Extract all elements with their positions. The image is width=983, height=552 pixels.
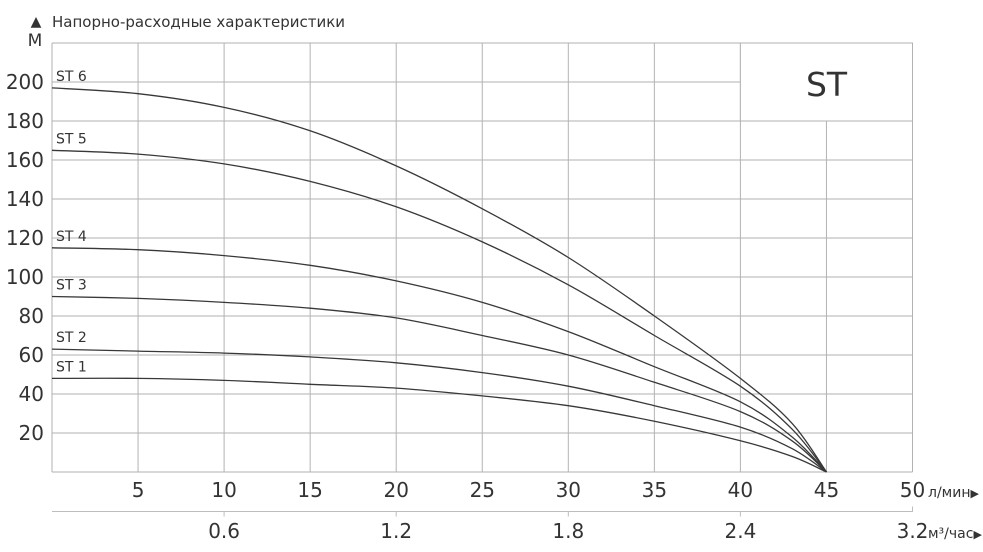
x-tick-label: 15 bbox=[297, 478, 322, 502]
y-tick-label: 100 bbox=[6, 265, 44, 289]
curve-st4 bbox=[51, 247, 827, 473]
legend-box bbox=[739, 42, 914, 122]
y-tick-label: 120 bbox=[6, 226, 44, 250]
x2-tick-label: 1.8 bbox=[552, 519, 584, 543]
y-tick-label: 20 bbox=[19, 421, 44, 445]
y-axis-unit: М bbox=[28, 31, 43, 51]
x2-tick-label: 2.4 bbox=[724, 519, 756, 543]
x-tick-label: 40 bbox=[728, 478, 753, 502]
x-tick-layer: 5 10 15 20 25 30 35 40 45 50 bbox=[132, 478, 925, 502]
y-tick-label: 140 bbox=[6, 187, 44, 211]
y-tick-label: 160 bbox=[6, 148, 44, 172]
y-tick-label: 40 bbox=[19, 382, 44, 406]
curve-st2 bbox=[51, 348, 827, 473]
x-axis-unit: л/мин bbox=[928, 485, 970, 501]
curve-label-st3: ST 3 bbox=[56, 278, 87, 294]
curve-st5 bbox=[51, 149, 828, 473]
x-tick-label: 50 bbox=[900, 478, 925, 502]
x-tick-label: 25 bbox=[470, 478, 495, 502]
right-arrow-icon: ▶ bbox=[970, 487, 979, 500]
curve-label-st1: ST 1 bbox=[56, 359, 87, 375]
y-tick-label: 180 bbox=[6, 109, 44, 133]
x2-tick-label: 1.2 bbox=[380, 519, 412, 543]
x-tick-label: 30 bbox=[556, 478, 581, 502]
chart-title: Напорно-расходные характеристики bbox=[52, 13, 345, 31]
legend-layer bbox=[739, 42, 914, 122]
up-arrow-icon: ▲ bbox=[31, 14, 42, 30]
y-tick-label: 200 bbox=[6, 70, 44, 94]
secondary-axis-layer: 0.6 1.2 1.8 2.4 3.2 bbox=[52, 506, 929, 543]
curve-label-st5: ST 5 bbox=[56, 131, 87, 147]
x2-axis-unit: м³/час bbox=[928, 526, 973, 542]
x-tick-label: 45 bbox=[814, 478, 839, 502]
curve-label-st2: ST 2 bbox=[56, 330, 87, 346]
x-tick-label: 5 bbox=[132, 478, 145, 502]
x-tick-label: 35 bbox=[642, 478, 667, 502]
x-tick-label: 10 bbox=[211, 478, 236, 502]
x-axis-unit-group: л/мин▶ bbox=[928, 485, 979, 501]
curve-layer bbox=[51, 87, 828, 473]
right-arrow-icon: ▶ bbox=[973, 528, 982, 541]
x2-tick-label: 0.6 bbox=[208, 519, 240, 543]
curve-st3 bbox=[51, 295, 827, 473]
curve-st1 bbox=[51, 377, 827, 473]
x2-axis-unit-group: м³/час▶ bbox=[928, 526, 982, 542]
x2-tick-label: 3.2 bbox=[897, 519, 929, 543]
y-tick-layer: 200 180 160 140 120 100 80 60 40 20 bbox=[6, 70, 44, 445]
x-tick-label: 20 bbox=[383, 478, 408, 502]
y-tick-label: 80 bbox=[19, 304, 44, 328]
curve-label-st6: ST 6 bbox=[56, 69, 87, 85]
curve-label-st4: ST 4 bbox=[56, 229, 87, 245]
y-tick-label: 60 bbox=[19, 343, 44, 367]
curve-st6 bbox=[51, 87, 828, 473]
legend-label: ST bbox=[806, 65, 848, 104]
curve-label-layer: ST 6 ST 5 ST 4 ST 3 ST 2 ST 1 bbox=[56, 69, 87, 375]
